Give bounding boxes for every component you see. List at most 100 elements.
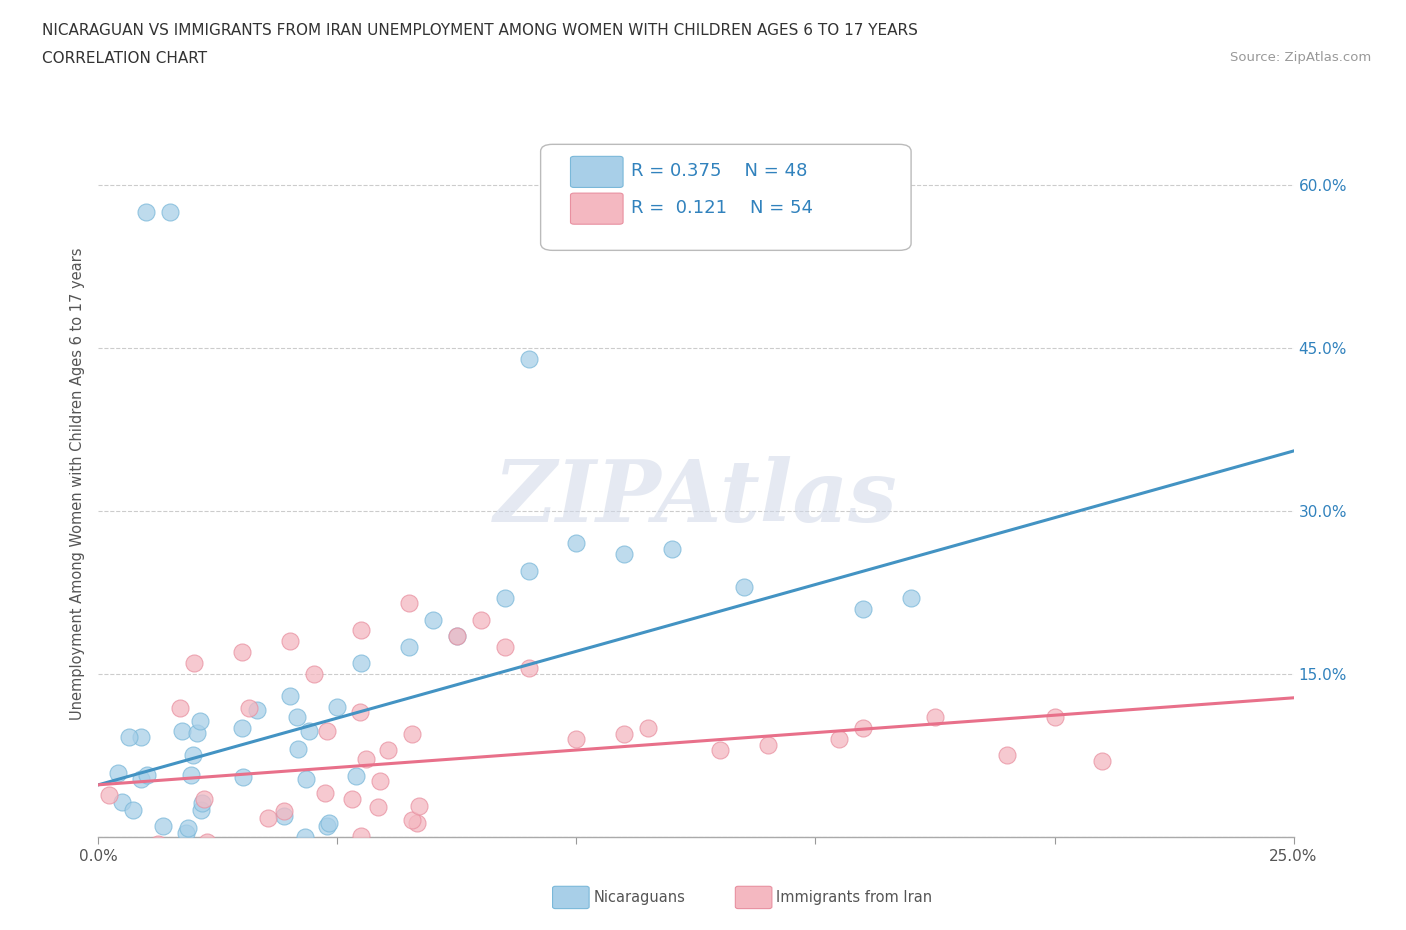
Point — [193, 791, 215, 806]
Point — [565, 732, 588, 747]
Point — [637, 721, 659, 736]
Point — [107, 765, 129, 780]
Point — [318, 816, 340, 830]
Point — [186, 725, 208, 740]
Point — [340, 791, 363, 806]
Point — [152, 818, 174, 833]
Point — [183, 656, 205, 671]
Point — [405, 816, 427, 830]
Point — [273, 804, 295, 818]
Point — [408, 799, 430, 814]
Point — [852, 601, 875, 616]
Point — [129, 729, 152, 744]
Point — [344, 769, 367, 784]
Point — [398, 596, 420, 611]
Point — [661, 541, 683, 556]
Point — [278, 688, 301, 703]
Point — [446, 629, 468, 644]
Point — [350, 829, 373, 844]
Point — [326, 844, 349, 859]
Point — [517, 661, 540, 676]
Point — [995, 748, 1018, 763]
Point — [231, 721, 253, 736]
Text: R = 0.375    N = 48: R = 0.375 N = 48 — [631, 162, 808, 180]
Point — [377, 743, 399, 758]
Point — [367, 800, 389, 815]
Point — [382, 852, 405, 867]
Point — [318, 844, 340, 859]
Point — [302, 667, 325, 682]
Point — [350, 623, 373, 638]
Point — [756, 737, 779, 752]
Point — [129, 772, 152, 787]
Point — [316, 818, 339, 833]
Point — [314, 786, 336, 801]
Point — [238, 701, 260, 716]
Point — [368, 773, 391, 788]
Point — [924, 710, 946, 724]
Point — [257, 811, 280, 826]
Text: CORRELATION CHART: CORRELATION CHART — [42, 51, 207, 66]
Point — [1043, 710, 1066, 724]
Point — [401, 813, 423, 828]
Text: Source: ZipAtlas.com: Source: ZipAtlas.com — [1230, 51, 1371, 64]
Point — [195, 835, 218, 850]
Point — [149, 863, 172, 878]
Point — [127, 849, 149, 864]
Point — [159, 205, 181, 219]
Point — [401, 726, 423, 741]
Point — [273, 808, 295, 823]
Text: NICARAGUAN VS IMMIGRANTS FROM IRAN UNEMPLOYMENT AMONG WOMEN WITH CHILDREN AGES 6: NICARAGUAN VS IMMIGRANTS FROM IRAN UNEMP… — [42, 23, 918, 38]
Y-axis label: Unemployment Among Women with Children Ages 6 to 17 years: Unemployment Among Women with Children A… — [70, 247, 86, 720]
Point — [231, 644, 253, 659]
Text: R =  0.121    N = 54: R = 0.121 N = 54 — [631, 199, 814, 217]
Point — [190, 796, 212, 811]
Point — [349, 704, 371, 719]
Point — [190, 714, 212, 729]
Point — [97, 788, 120, 803]
Point — [354, 751, 377, 766]
Point — [243, 846, 266, 861]
Point — [326, 699, 349, 714]
Point — [494, 591, 516, 605]
FancyBboxPatch shape — [571, 156, 623, 188]
Point — [176, 820, 198, 835]
Point — [176, 825, 198, 840]
Point — [135, 205, 157, 219]
Point — [852, 721, 875, 736]
Point — [733, 579, 755, 594]
Point — [709, 742, 731, 757]
Point — [190, 803, 212, 817]
Point — [267, 849, 290, 864]
Point — [295, 772, 318, 787]
Point — [900, 591, 922, 605]
Point — [169, 700, 191, 715]
Point — [494, 639, 516, 654]
FancyBboxPatch shape — [541, 144, 911, 250]
Point — [146, 837, 169, 852]
Text: ZIPAtlas: ZIPAtlas — [494, 456, 898, 539]
Point — [517, 352, 540, 366]
Point — [613, 726, 636, 741]
Point — [136, 767, 159, 782]
Point — [232, 769, 254, 784]
Point — [484, 845, 506, 860]
Point — [181, 747, 204, 762]
Point — [122, 843, 145, 857]
Point — [422, 612, 444, 627]
Point — [298, 724, 321, 738]
Point — [446, 629, 468, 644]
Point — [121, 803, 143, 817]
Point — [613, 547, 636, 562]
Point — [565, 536, 588, 551]
Point — [828, 732, 851, 747]
Point — [285, 710, 308, 724]
Point — [172, 724, 194, 738]
Point — [517, 564, 540, 578]
Point — [118, 729, 141, 744]
FancyBboxPatch shape — [571, 193, 623, 224]
Point — [1091, 753, 1114, 768]
Text: Immigrants from Iran: Immigrants from Iran — [776, 890, 932, 905]
Point — [278, 634, 301, 649]
Point — [190, 850, 212, 865]
